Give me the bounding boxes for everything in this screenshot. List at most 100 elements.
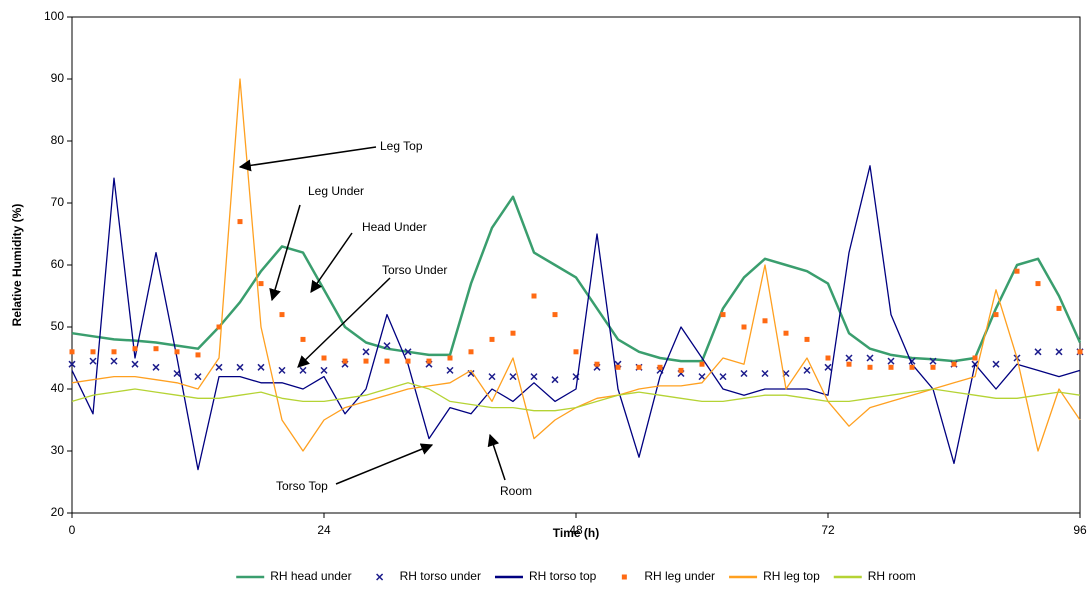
point-marker — [194, 373, 202, 381]
point-marker — [510, 330, 516, 336]
point-marker — [279, 312, 285, 318]
legend-label: RH leg under — [644, 569, 715, 583]
point-marker — [153, 346, 159, 352]
x-axis-title: Time (h) — [553, 526, 599, 540]
annotation: Torso Top — [276, 479, 328, 493]
point-marker — [845, 354, 853, 362]
point-marker — [992, 360, 1000, 368]
point-marker — [929, 357, 937, 365]
y-tick-label: 100 — [44, 9, 64, 23]
annotation-arrow — [335, 443, 434, 485]
point-marker — [972, 355, 978, 361]
point-marker — [1077, 349, 1083, 355]
annotation: Head Under — [362, 220, 427, 234]
point-marker — [342, 358, 348, 364]
legend-label: RH head under — [270, 569, 351, 583]
point-marker — [741, 324, 747, 330]
point-marker — [488, 373, 496, 381]
point-marker — [909, 364, 915, 370]
point-marker — [89, 357, 97, 365]
point-marker — [110, 357, 118, 365]
point-marker — [1055, 348, 1063, 356]
annotation: Room — [500, 484, 532, 498]
point-marker — [236, 363, 244, 371]
point-marker — [489, 336, 495, 342]
point-marker — [530, 373, 538, 381]
point-marker — [90, 349, 96, 355]
point-marker — [384, 358, 390, 364]
annotation-arrow — [487, 433, 506, 481]
point-marker — [761, 369, 769, 378]
point-marker — [951, 361, 957, 367]
point-marker — [215, 363, 223, 371]
point-marker — [320, 366, 328, 374]
point-marker — [300, 336, 306, 342]
point-marker — [888, 364, 894, 370]
point-marker — [216, 324, 222, 330]
annotation: Torso Under — [382, 263, 447, 277]
plot-area — [71, 16, 1081, 514]
point-marker — [69, 349, 75, 355]
y-tick-label: 30 — [51, 443, 65, 457]
point-marker — [887, 357, 895, 365]
point-marker — [174, 349, 180, 355]
x-tick-label: 24 — [317, 523, 331, 537]
point-marker — [405, 358, 411, 364]
y-tick-label: 70 — [51, 195, 65, 209]
point-marker — [1056, 305, 1062, 311]
x-tick-label: 0 — [69, 523, 76, 537]
legend-label: RH leg top — [763, 569, 820, 583]
point-marker — [719, 373, 727, 381]
point-marker — [594, 361, 600, 367]
point-marker — [783, 330, 789, 336]
point-marker — [195, 352, 201, 358]
point-marker — [152, 363, 160, 371]
point-marker — [299, 366, 307, 374]
x-tick-label: 96 — [1073, 523, 1087, 537]
point-marker — [615, 364, 621, 370]
point-marker — [804, 336, 810, 342]
point-marker — [278, 366, 286, 374]
annotation-arrow — [310, 232, 353, 293]
point-marker — [678, 367, 684, 373]
point-marker — [699, 361, 705, 367]
x-tick-label: 72 — [821, 523, 835, 537]
point-marker — [531, 293, 537, 299]
point-marker — [552, 312, 558, 318]
point-marker — [573, 349, 579, 355]
point-marker — [740, 369, 748, 378]
point-marker — [468, 349, 474, 355]
point-marker — [446, 366, 454, 374]
point-marker — [132, 346, 138, 352]
point-marker — [1034, 348, 1042, 356]
annotation-arrow — [269, 204, 301, 302]
y-tick-label: 80 — [51, 133, 65, 147]
point-marker — [404, 348, 412, 356]
point-marker — [68, 360, 76, 368]
legend-label: RH torso top — [529, 569, 597, 583]
y-axis-title: Relative Humidity (%) — [10, 204, 24, 327]
point-marker — [258, 281, 264, 287]
point-marker — [111, 349, 117, 355]
point-marker — [383, 342, 391, 350]
y-tick-label: 90 — [51, 71, 65, 85]
point-marker — [825, 355, 831, 361]
point-marker — [866, 354, 874, 362]
point-marker — [698, 373, 706, 381]
point-marker — [321, 355, 327, 361]
point-marker — [930, 364, 936, 370]
point-marker — [257, 363, 265, 371]
series-line — [71, 195, 1082, 363]
legend-swatch — [621, 574, 627, 580]
point-marker — [237, 219, 243, 225]
series-line — [71, 78, 1081, 452]
annotation-arrow — [297, 277, 391, 368]
point-marker — [1035, 281, 1041, 287]
point-marker — [720, 312, 726, 318]
legend-label: RH torso under — [400, 569, 481, 583]
y-tick-label: 60 — [51, 257, 65, 271]
x-tick-label: 48 — [569, 523, 583, 537]
point-marker — [426, 358, 432, 364]
series-line — [71, 382, 1081, 412]
